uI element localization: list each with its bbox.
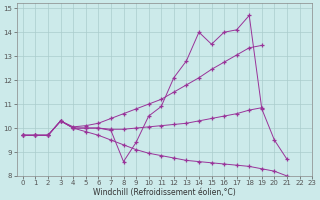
X-axis label: Windchill (Refroidissement éolien,°C): Windchill (Refroidissement éolien,°C) <box>93 188 236 197</box>
